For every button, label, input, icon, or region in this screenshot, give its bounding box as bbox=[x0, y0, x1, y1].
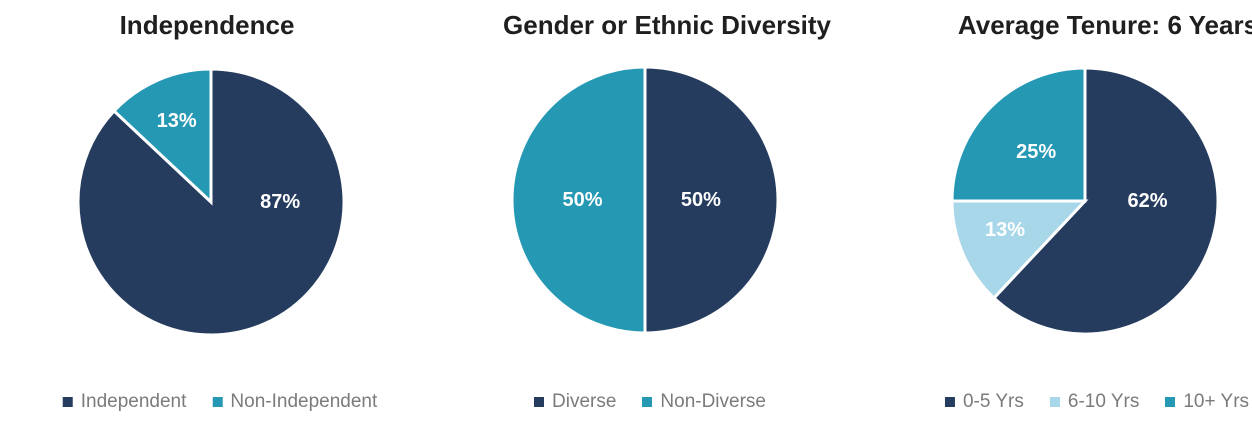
legend-label-independent: Independent bbox=[80, 391, 187, 412]
legend-label-0-5-yrs: 0-5 Yrs bbox=[962, 391, 1024, 412]
legend-item-0-5-yrs: 0-5 Yrs bbox=[944, 390, 1024, 414]
legend-label-non-independent: Non-Independent bbox=[230, 391, 378, 412]
slice-value-label-0-5-yrs: 62% bbox=[1127, 190, 1167, 212]
slice-value-label-6-10-yrs: 13% bbox=[985, 219, 1025, 241]
legend-label-10-yrs: 10+ Yrs bbox=[1183, 391, 1250, 412]
slice-value-label-10-yrs: 25% bbox=[1016, 141, 1056, 163]
chart-title-independence: Independence bbox=[119, 10, 295, 40]
slice-value-label-non-diverse: 50% bbox=[562, 189, 602, 211]
slice-value-label-non-independent: 13% bbox=[157, 110, 197, 132]
pie-chart-tenure: 62% 13% 25% bbox=[950, 66, 1220, 336]
legend-marker-10-yrs bbox=[1165, 397, 1176, 407]
pie-chart-diversity: 50% 50% bbox=[510, 65, 780, 335]
chart-title-tenure: Average Tenure: 6 Years bbox=[957, 10, 1252, 40]
legend-item-10-yrs: 10+ Yrs bbox=[1165, 390, 1249, 414]
pie-slice-diverse bbox=[643, 65, 780, 335]
legend-marker-non-independent bbox=[212, 397, 223, 407]
legend-marker-diverse bbox=[534, 397, 544, 407]
pie-slice-6-10-yrs bbox=[950, 199, 1089, 301]
legend-label-non-diverse: Non-Diverse bbox=[660, 391, 766, 412]
legend-item-independent: Independent bbox=[62, 390, 187, 414]
slice-value-label-independent: 87% bbox=[260, 191, 300, 213]
pie-slice-non-diverse bbox=[510, 65, 647, 335]
legend-marker-0-5-yrs bbox=[944, 397, 955, 407]
legend-item-non-diverse: Non-Diverse bbox=[642, 390, 766, 414]
legend-tenure: 0-5 Yrs 6-10 Yrs 10+ Yrs bbox=[944, 390, 1249, 414]
pie-slice-10-yrs bbox=[950, 66, 1087, 203]
legend-marker-6-10-yrs bbox=[1049, 397, 1060, 407]
pie-slice-non-independent bbox=[111, 67, 213, 206]
legend-marker-independent bbox=[62, 397, 73, 407]
legend-item-diverse: Diverse bbox=[534, 390, 616, 414]
legend-diversity: Diverse Non-Diverse bbox=[534, 390, 766, 414]
legend-label-6-10-yrs: 6-10 Yrs bbox=[1067, 391, 1140, 412]
legend-label-diverse: Diverse bbox=[552, 391, 617, 412]
chart-title-diversity: Gender or Ethnic Diversity bbox=[503, 10, 831, 40]
pie-slice-0-5-yrs bbox=[991, 66, 1220, 336]
legend-marker-non-diverse bbox=[642, 397, 653, 407]
slice-value-label-diverse: 50% bbox=[681, 189, 721, 211]
legend-independence: Independent Non-Independent bbox=[62, 390, 377, 414]
legend-item-6-10-yrs: 6-10 Yrs bbox=[1049, 390, 1140, 414]
pie-chart-independence: 87% 13% bbox=[76, 67, 346, 337]
legend-item-non-independent: Non-Independent bbox=[212, 390, 377, 414]
